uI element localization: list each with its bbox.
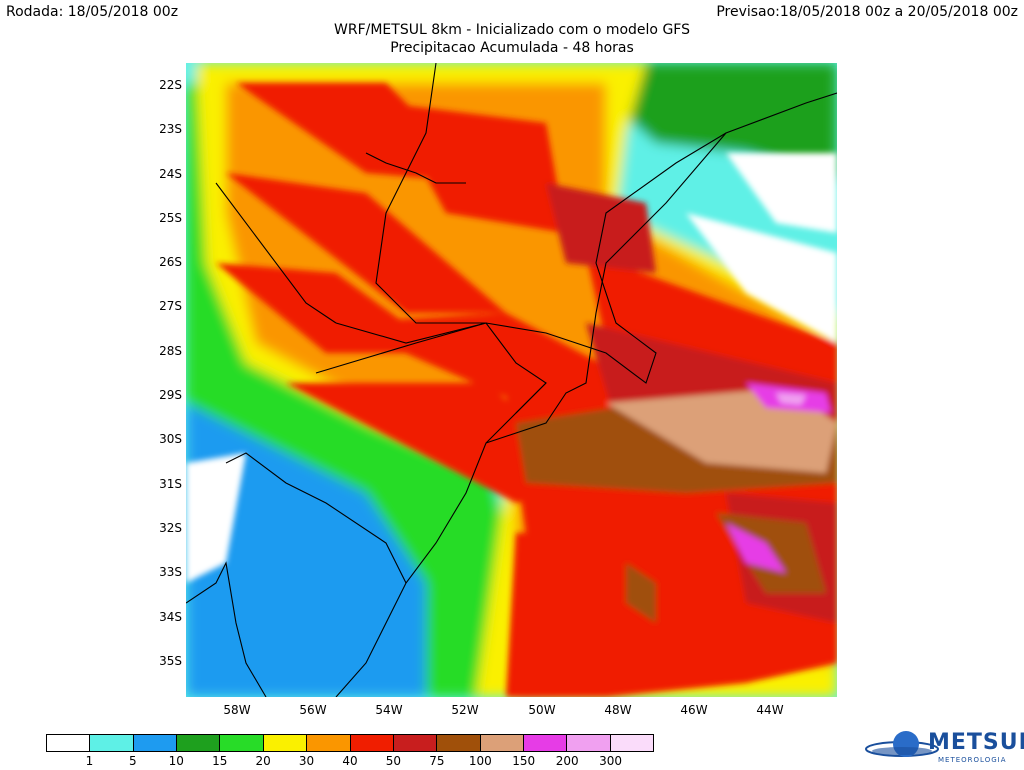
metsul-logo-icon bbox=[865, 731, 939, 757]
legend-swatch bbox=[350, 735, 394, 751]
legend-swatch bbox=[437, 735, 481, 751]
run-date: Rodada: 18/05/2018 00z bbox=[6, 4, 179, 20]
lat-label: 28S bbox=[159, 344, 182, 358]
lon-label: 56W bbox=[299, 703, 327, 717]
legend-label: 1 bbox=[85, 754, 94, 768]
legend-swatch bbox=[523, 735, 568, 751]
legend-label: 100 bbox=[468, 754, 492, 768]
lat-label: 35S bbox=[159, 654, 182, 668]
lat-label: 24S bbox=[159, 167, 182, 181]
legend-swatch bbox=[393, 735, 438, 751]
logo-name: METSUL bbox=[928, 730, 1024, 755]
legend-swatch bbox=[480, 735, 524, 751]
forecast-period: Previsao:18/05/2018 00z a 20/05/2018 00z bbox=[716, 4, 1018, 20]
lon-label: 52W bbox=[451, 703, 479, 717]
legend-swatch bbox=[220, 735, 264, 751]
lon-label: 50W bbox=[528, 703, 556, 717]
lat-label: 33S bbox=[159, 565, 182, 579]
lat-label: 34S bbox=[159, 610, 182, 624]
lat-label: 32S bbox=[159, 521, 182, 535]
lat-label: 22S bbox=[159, 78, 182, 92]
lat-label: 26S bbox=[159, 255, 182, 269]
legend-label: 150 bbox=[512, 754, 536, 768]
legend-label: 50 bbox=[385, 754, 402, 768]
legend-label: 40 bbox=[342, 754, 358, 768]
map-title: WRF/METSUL 8km - Inicializado com o mode… bbox=[334, 22, 690, 38]
legend-swatch bbox=[177, 735, 221, 751]
logo-tagline: METEOROLOGIA bbox=[938, 756, 1007, 764]
legend-label: 10 bbox=[168, 754, 184, 768]
lon-label: 46W bbox=[680, 703, 708, 717]
legend-label: 15 bbox=[212, 754, 228, 768]
legend-swatch bbox=[90, 735, 134, 751]
lon-label: 44W bbox=[756, 703, 784, 717]
legend-label: 300 bbox=[599, 754, 623, 768]
legend-swatch bbox=[263, 735, 308, 751]
legend-label: 5 bbox=[129, 754, 137, 768]
lat-label: 30S bbox=[159, 432, 182, 446]
legend-swatch bbox=[567, 735, 611, 751]
legend-swatch bbox=[133, 735, 178, 751]
legend-swatch bbox=[307, 735, 351, 751]
precipitation-map bbox=[186, 63, 837, 697]
map-subtitle: Precipitacao Acumulada - 48 horas bbox=[390, 40, 634, 56]
color-legend bbox=[46, 734, 654, 752]
legend-label: 75 bbox=[429, 754, 445, 768]
legend-label: 200 bbox=[555, 754, 579, 768]
legend-label: 20 bbox=[255, 754, 271, 768]
legend-label: 30 bbox=[298, 754, 315, 768]
lon-label: 48W bbox=[604, 703, 632, 717]
legend-swatch bbox=[610, 735, 654, 751]
legend-swatch bbox=[47, 735, 91, 751]
lat-label: 31S bbox=[159, 477, 182, 491]
lat-label: 23S bbox=[159, 122, 182, 136]
lon-label: 54W bbox=[375, 703, 403, 717]
lat-label: 25S bbox=[159, 211, 182, 225]
lat-label: 29S bbox=[159, 388, 182, 402]
lon-label: 58W bbox=[223, 703, 251, 717]
lat-label: 27S bbox=[159, 299, 182, 313]
